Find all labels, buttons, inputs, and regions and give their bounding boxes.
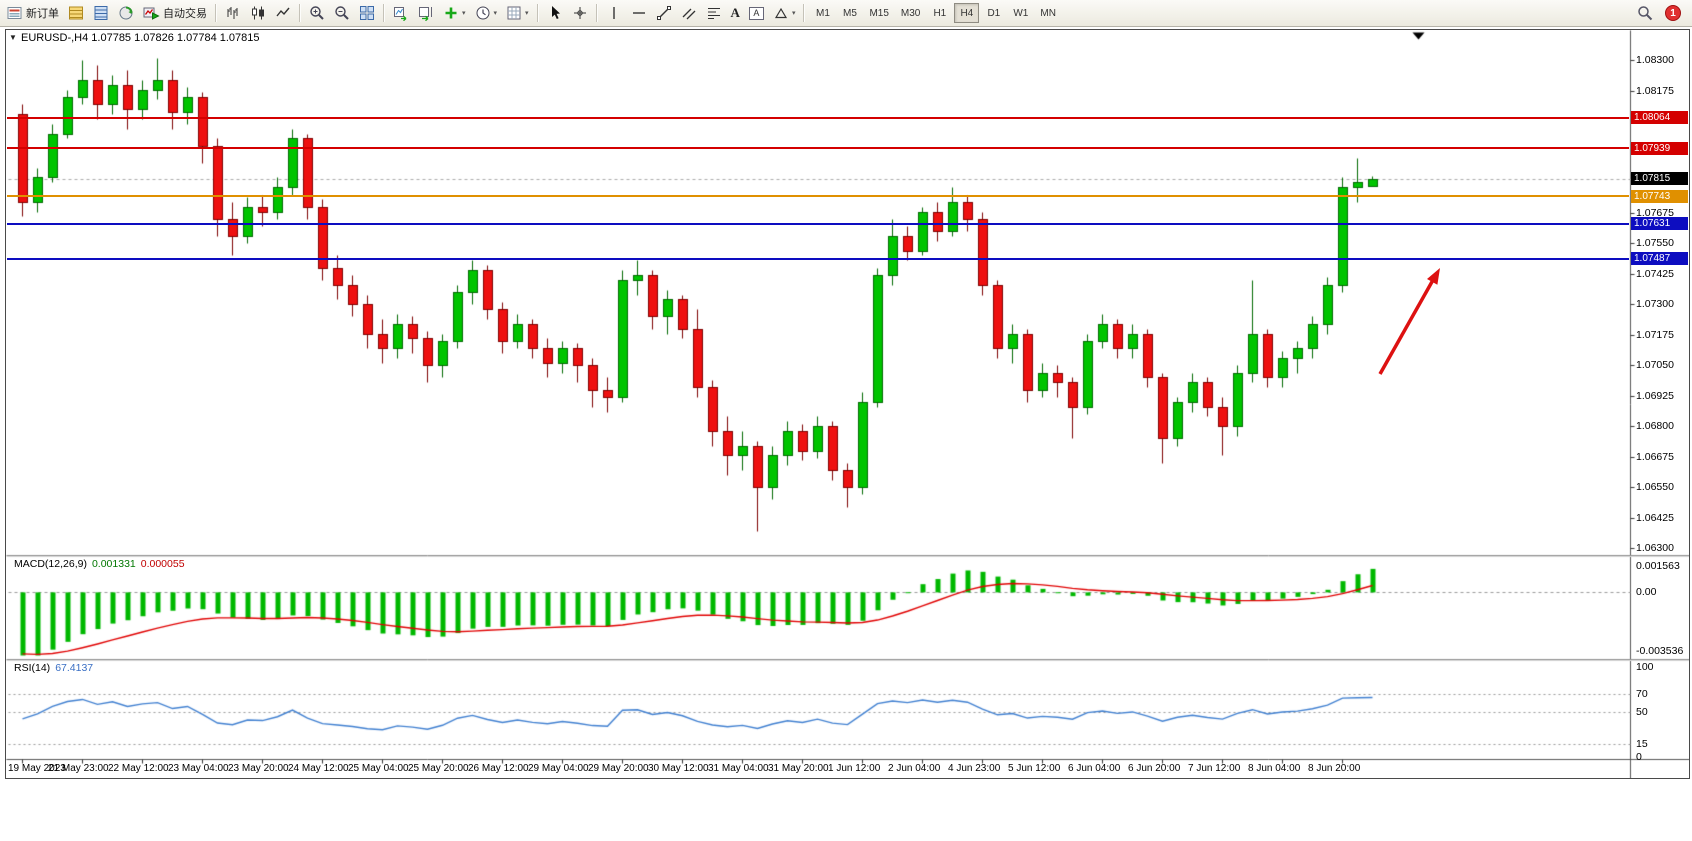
macd-indicator-label: MACD(12,26,9) 0.001331 0.000055	[14, 558, 185, 570]
templates-grid-icon	[506, 5, 522, 21]
data-window-button[interactable]	[89, 2, 113, 24]
toolbar-separator	[803, 4, 806, 22]
bar-chart-icon	[225, 5, 241, 21]
auto-scroll-icon	[393, 5, 409, 21]
data-window-icon	[93, 5, 109, 21]
chevron-down-icon: ▾	[525, 9, 529, 17]
timeframe-button-m5[interactable]: M5	[837, 3, 862, 23]
timeframe-button-h1[interactable]: H1	[927, 3, 952, 23]
market-watch-button[interactable]	[64, 2, 88, 24]
timeframe-button-d1[interactable]: D1	[981, 3, 1006, 23]
navigator-icon	[118, 5, 134, 21]
text-button[interactable]: A	[727, 2, 744, 24]
shapes-icon	[773, 5, 789, 21]
autotrading-button[interactable]: 自动交易	[139, 2, 211, 24]
new-order-button[interactable]: 新订单	[3, 2, 63, 24]
search-button[interactable]	[1633, 2, 1657, 24]
add-indicator-icon	[443, 5, 459, 21]
cursor-button[interactable]	[543, 2, 567, 24]
indicators-button[interactable]: ▾	[439, 2, 470, 24]
trendline-icon	[656, 5, 672, 21]
new-order-label: 新订单	[26, 8, 59, 20]
auto-scroll-button[interactable]	[389, 2, 413, 24]
timeframe-button-mn[interactable]: MN	[1035, 3, 1061, 23]
timeframe-button-w1[interactable]: W1	[1008, 3, 1033, 23]
toolbar-separator	[595, 4, 598, 22]
clock-icon	[475, 5, 491, 21]
horizontal-line-icon	[631, 5, 647, 21]
chart-candlestick-button[interactable]	[246, 2, 270, 24]
search-icon	[1637, 5, 1653, 21]
macd-signal-value: 0.000055	[140, 558, 185, 570]
rsi-value: 67.4137	[55, 662, 94, 674]
crosshair-button[interactable]	[568, 2, 592, 24]
crosshair-icon	[572, 5, 588, 21]
autotrading-icon	[143, 5, 160, 21]
cursor-arrow-icon	[547, 5, 563, 21]
chart-canvas[interactable]	[6, 30, 1689, 778]
toolbar-separator	[215, 4, 217, 22]
chart-line-button[interactable]	[271, 2, 295, 24]
toolbar-separator	[383, 4, 385, 22]
chart-window: 1.08300 1.08175 1.07675 1.07550 1.07425 1.073…	[5, 29, 1690, 779]
navigator-button[interactable]	[114, 2, 138, 24]
shapes-button[interactable]: ▾	[769, 2, 800, 24]
new-order-icon	[7, 5, 23, 21]
chart-shift-icon	[418, 5, 434, 21]
notification-badge[interactable]: 1	[1665, 5, 1681, 21]
toolbar-separator	[299, 4, 301, 22]
fibonacci-button[interactable]	[702, 2, 726, 24]
channel-icon	[681, 5, 697, 21]
chart-title: EURUSD-,H4 1.07785 1.07826 1.07784 1.078…	[21, 32, 260, 44]
toolbar-separator	[536, 4, 539, 22]
zoom-in-icon	[309, 5, 325, 21]
chart-bar-button[interactable]	[221, 2, 245, 24]
text-tool-icon: A	[730, 5, 740, 20]
macd-name: MACD(12,26,9)	[14, 558, 87, 570]
timeframe-button-h4[interactable]: H4	[954, 3, 980, 23]
candlestick-chart-icon	[250, 5, 266, 21]
text-label-icon: A	[748, 6, 764, 20]
fibonacci-icon	[706, 5, 722, 21]
timeframe-button-m1[interactable]: M1	[810, 3, 835, 23]
tile-windows-button[interactable]	[355, 2, 379, 24]
timeframe-toolbar: M1 M5 M15 M30 H1 H4 D1 W1 MN	[809, 3, 1061, 23]
channel-button[interactable]	[677, 2, 701, 24]
chevron-down-icon: ▾	[791, 9, 796, 17]
tile-windows-icon	[359, 5, 375, 21]
rsi-indicator-label: RSI(14) 67.4137	[14, 662, 93, 674]
market-watch-icon	[68, 5, 84, 21]
zoom-out-button[interactable]	[330, 2, 354, 24]
timeframe-button-m30[interactable]: M30	[896, 3, 925, 23]
one-click-trading-icon[interactable]: ▼	[9, 33, 17, 42]
timeframe-button-m15[interactable]: M15	[864, 3, 893, 23]
chevron-down-icon: ▾	[493, 9, 498, 17]
trend-arrow-annotation[interactable]	[1370, 252, 1456, 382]
horizontal-line-button[interactable]	[627, 2, 651, 24]
label-button[interactable]: A	[745, 2, 768, 24]
vertical-line-button[interactable]	[602, 2, 626, 24]
rsi-name: RSI(14)	[14, 662, 51, 674]
vertical-line-icon	[606, 5, 622, 21]
line-chart-icon	[275, 5, 291, 21]
macd-main-value: 0.001331	[91, 558, 136, 570]
toolbar-right-group: 1	[1633, 2, 1689, 24]
chart-shift-button[interactable]	[414, 2, 438, 24]
autotrading-label: 自动交易	[163, 8, 207, 20]
chevron-down-icon: ▾	[462, 9, 466, 17]
zoom-out-icon	[334, 5, 350, 21]
periods-button[interactable]: ▾	[471, 2, 502, 24]
zoom-in-button[interactable]	[305, 2, 329, 24]
trendline-button[interactable]	[652, 2, 676, 24]
templates-button[interactable]: ▾	[502, 2, 533, 24]
main-toolbar: 新订单 自动交易	[0, 0, 1692, 27]
